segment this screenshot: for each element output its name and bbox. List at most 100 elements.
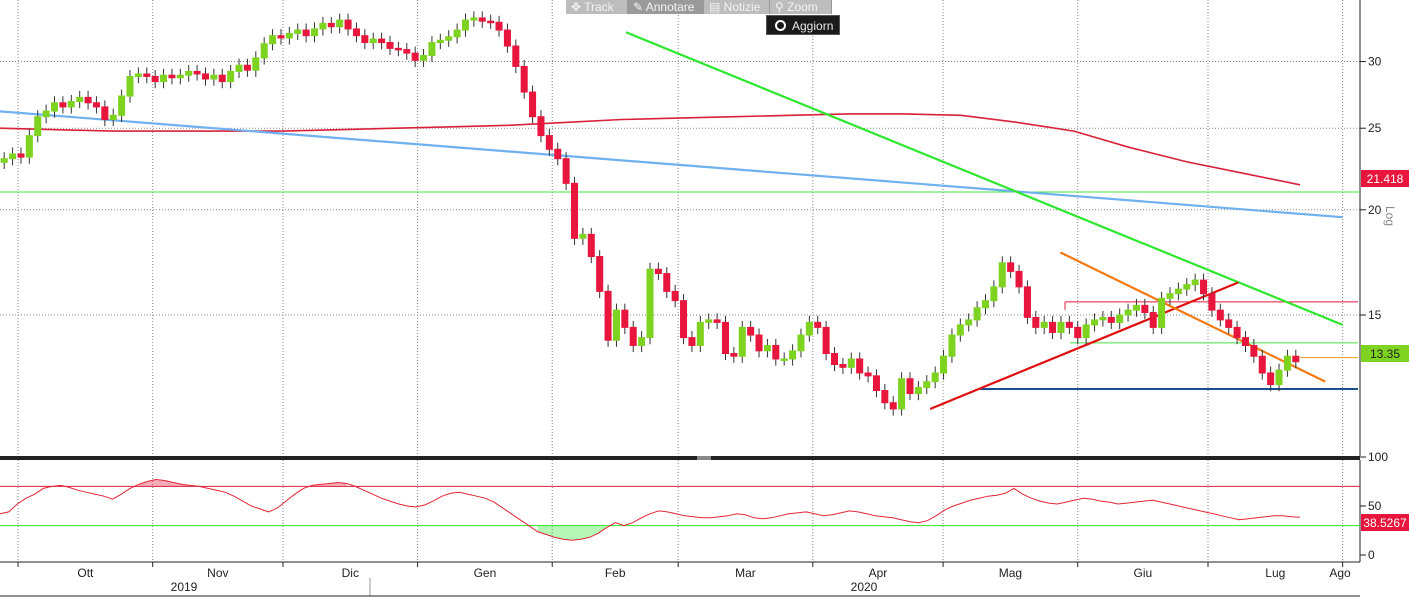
candle-down — [201, 73, 210, 80]
rsi-layer — [0, 478, 1360, 541]
candle-down — [906, 378, 914, 395]
candle-up — [797, 334, 805, 352]
price-tick-label: 15 — [1368, 308, 1382, 322]
annotate-button[interactable]: ✎ Annotare — [628, 0, 704, 14]
candle-up — [1275, 369, 1283, 386]
month-label: Giu — [1134, 566, 1153, 580]
candle-down — [814, 321, 822, 328]
candle-up — [998, 262, 1006, 288]
candle-up — [1124, 309, 1132, 316]
candle-down — [1032, 316, 1040, 328]
candle-up — [763, 344, 771, 352]
candle-down — [1267, 372, 1275, 386]
month-label: Mar — [735, 566, 756, 580]
candle-up — [126, 75, 134, 97]
candle-down — [537, 116, 545, 137]
candle-up — [0, 158, 8, 163]
candle-up — [898, 378, 906, 410]
candle-up — [965, 319, 973, 326]
candle-up — [696, 321, 704, 346]
crosshair-icon: ✥ — [571, 0, 585, 14]
candle-down — [1065, 321, 1073, 328]
candle-up — [25, 135, 33, 158]
candle-up — [436, 39, 444, 44]
candle-up — [948, 334, 956, 357]
candle-up — [1116, 314, 1124, 323]
candle-up — [176, 74, 184, 79]
rsi-oversold-fill — [537, 525, 607, 541]
candle-down — [1200, 279, 1208, 295]
candle-up — [1283, 355, 1291, 371]
trendlines-layer — [0, 31, 1344, 410]
candle-up — [1040, 321, 1048, 328]
candle-down — [1074, 326, 1082, 339]
candle-down — [889, 402, 897, 410]
candle-up — [1191, 279, 1199, 286]
panel-separator[interactable] — [0, 456, 1360, 460]
price-axis-ticks: 15 20 25 30 — [1360, 55, 1382, 322]
month-label: Feb — [605, 566, 626, 580]
scale-label[interactable]: Log — [1383, 206, 1397, 226]
moving-average-layer — [0, 113, 1301, 186]
rsi-overbought-fill — [312, 482, 347, 487]
candle-up — [269, 35, 277, 45]
candle-down — [688, 337, 696, 346]
zoom-button[interactable]: ⚲ Zoom — [770, 0, 832, 14]
price-tick-label: 30 — [1368, 55, 1382, 69]
candle-up — [319, 22, 327, 30]
candle-up — [285, 32, 293, 39]
candle-up — [973, 307, 981, 321]
candle-down — [1241, 337, 1250, 346]
candle-down — [302, 29, 310, 37]
candle-up — [780, 358, 788, 361]
candle-up — [118, 95, 126, 116]
candle-down — [545, 135, 553, 150]
ma-price-label: 21.418 — [1367, 172, 1404, 186]
candle-down — [830, 353, 839, 366]
candle-up — [210, 74, 218, 80]
candle-down — [721, 321, 730, 355]
candle-down — [1292, 355, 1300, 363]
news-button[interactable]: ▤ Notizie — [704, 0, 770, 14]
candle-up — [638, 337, 646, 346]
year-label: 2019 — [171, 580, 198, 594]
candle-up — [579, 233, 587, 239]
track-button[interactable]: ✥ Track — [566, 0, 628, 14]
candle-down — [84, 96, 92, 104]
ma-price-badge: 21.418 — [1361, 170, 1409, 187]
candle-up — [445, 36, 453, 41]
candle-up — [453, 29, 461, 38]
candles-layer — [0, 11, 1300, 416]
refresh-button[interactable]: Aggiorn — [766, 15, 841, 35]
candle-up — [1183, 284, 1191, 290]
candle-up — [705, 319, 713, 323]
candle-up — [931, 372, 939, 383]
candle-down — [1258, 355, 1266, 374]
rsi-tick-label: 0 — [1368, 548, 1375, 562]
candle-up — [227, 70, 235, 83]
candle-down — [327, 22, 335, 28]
moving-average-line — [0, 113, 1301, 186]
candle-up — [42, 110, 50, 118]
candle-down — [562, 158, 570, 184]
candle-up — [789, 350, 797, 360]
candle-up — [1099, 316, 1107, 321]
month-label: Dic — [342, 566, 359, 580]
candle-down — [587, 233, 595, 258]
candle-down — [17, 153, 25, 158]
candle-down — [487, 20, 495, 24]
candle-up — [1166, 293, 1174, 299]
candle-down — [1049, 321, 1057, 333]
candle-down — [403, 49, 411, 54]
rsi-value-label: 38.5267 — [1363, 516, 1407, 530]
rsi-axis-ticks: 0 50 100 — [1360, 450, 1388, 562]
candle-up — [461, 19, 470, 31]
candle-up — [923, 381, 931, 389]
candle-down — [872, 375, 880, 392]
candle-down — [386, 42, 394, 49]
price-tick-label: 20 — [1368, 203, 1382, 217]
price-tick-label: 25 — [1368, 121, 1382, 135]
year-axis-labels: 2019 2020 — [171, 580, 878, 594]
panel-resize-handle[interactable] — [697, 456, 711, 460]
candle-up — [160, 74, 168, 83]
